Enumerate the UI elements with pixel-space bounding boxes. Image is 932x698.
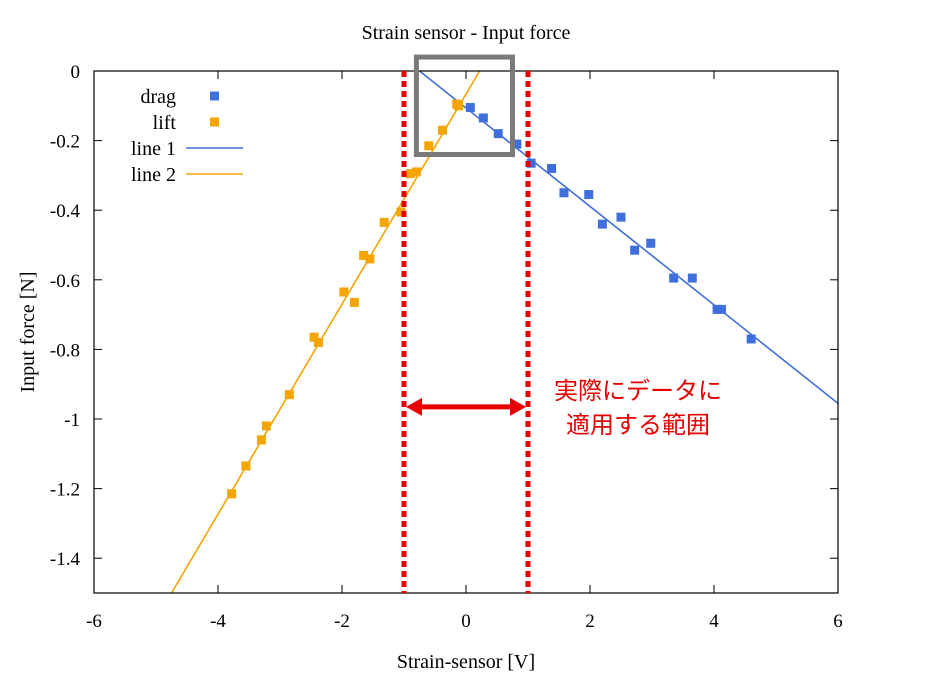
x-tick-label: 0 [461, 611, 471, 632]
drag-point [493, 129, 503, 139]
legend-label: line 1 [131, 138, 176, 160]
y-axis: 0 -0.2 -0.4 -0.6 -0.8 -1 -1.2 -1.4 [50, 62, 838, 570]
y-tick-label: -1.2 [50, 480, 80, 501]
x-axis: -6 -4 -2 0 2 4 6 [86, 71, 843, 632]
range-annotation-text: 実際にデータに [554, 377, 722, 405]
drag-point [584, 190, 594, 200]
plot-area [170, 71, 838, 593]
lift-point [261, 421, 271, 431]
drag-point [646, 238, 656, 248]
y-tick-label: -0.4 [50, 201, 81, 222]
lift-point [454, 101, 464, 111]
y-tick-label: -1.4 [50, 549, 81, 570]
y-tick-label: -1 [64, 410, 80, 431]
x-tick-label: -2 [334, 611, 350, 632]
legend-marker [210, 91, 219, 101]
drag-point [512, 139, 522, 149]
series-line-2 [170, 71, 481, 593]
drag-point [478, 113, 488, 123]
drag-point [559, 188, 569, 198]
drag-point [465, 103, 475, 113]
drag-point [746, 334, 756, 344]
zoom-box [413, 54, 515, 158]
lift-point [437, 125, 447, 135]
range-arrow-head-right [510, 397, 526, 416]
legend-label: line 2 [131, 164, 176, 186]
lift-point [405, 169, 415, 179]
lift-point [359, 250, 369, 260]
lift-point [284, 390, 294, 400]
lift-point [339, 287, 349, 297]
lift-point [411, 167, 421, 177]
x-tick-label: -6 [86, 611, 102, 632]
drag-point [716, 304, 726, 314]
lift-point [424, 141, 434, 151]
lift-point [241, 461, 251, 471]
lift-point [396, 207, 406, 217]
x-tick-label: 2 [585, 611, 595, 632]
lift-point [349, 297, 359, 307]
x-axis-label: Strain-sensor [V] [397, 651, 535, 673]
drag-point [547, 163, 557, 173]
lift-point [309, 332, 319, 342]
legend-label: lift [153, 112, 177, 134]
lift-point [379, 217, 389, 227]
legend-label: drag [140, 86, 176, 108]
drag-point [597, 219, 607, 229]
drag-point [687, 273, 697, 283]
x-tick-label: 6 [833, 611, 843, 632]
y-axis-label: Input force [N] [17, 271, 39, 392]
range-annotation-text: 適用する範囲 [566, 411, 710, 439]
plot-frame [93, 70, 839, 594]
x-tick-label: 4 [709, 611, 719, 632]
y-tick-label: -0.2 [50, 132, 80, 153]
lift-point [227, 489, 237, 499]
lift-point [256, 435, 266, 445]
legend: drag lift line 1 line 2 [131, 86, 243, 186]
chart-title: Strain sensor - Input force [362, 22, 571, 44]
lift-point [365, 254, 375, 264]
x-tick-label: -4 [210, 611, 226, 632]
range-arrow-head-left [406, 397, 422, 416]
drag-point [669, 273, 679, 283]
y-tick-label: -0.8 [50, 340, 80, 361]
series-line-1 [419, 71, 838, 404]
drag-point [630, 245, 640, 255]
drag-point [526, 158, 536, 168]
legend-marker [210, 117, 219, 127]
lift-point [313, 337, 323, 347]
y-tick-label: 0 [71, 62, 81, 83]
drag-point [616, 212, 626, 222]
y-tick-label: -0.6 [50, 271, 80, 292]
